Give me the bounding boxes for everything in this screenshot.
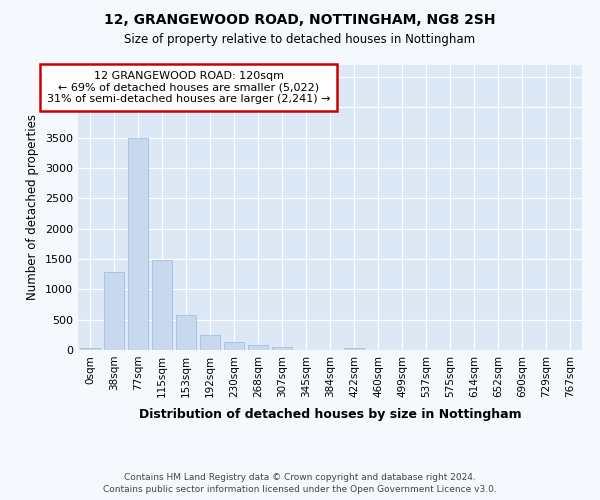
Bar xyxy=(224,342,244,350)
Bar xyxy=(200,334,220,350)
Text: 12, GRANGEWOOD ROAD, NOTTINGHAM, NG8 2SH: 12, GRANGEWOOD ROAD, NOTTINGHAM, NG8 2SH xyxy=(104,12,496,26)
Bar xyxy=(104,272,124,350)
Bar xyxy=(176,316,196,350)
Text: Contains HM Land Registry data © Crown copyright and database right 2024.: Contains HM Land Registry data © Crown c… xyxy=(124,472,476,482)
Bar xyxy=(80,348,100,350)
Text: Contains public sector information licensed under the Open Government Licence v3: Contains public sector information licen… xyxy=(103,485,497,494)
Bar xyxy=(272,348,292,350)
Bar xyxy=(152,260,172,350)
Text: Size of property relative to detached houses in Nottingham: Size of property relative to detached ho… xyxy=(124,32,476,46)
Bar xyxy=(128,138,148,350)
Bar xyxy=(248,346,268,350)
Text: 12 GRANGEWOOD ROAD: 120sqm
← 69% of detached houses are smaller (5,022)
31% of s: 12 GRANGEWOOD ROAD: 120sqm ← 69% of deta… xyxy=(47,70,331,104)
Bar xyxy=(344,348,364,350)
X-axis label: Distribution of detached houses by size in Nottingham: Distribution of detached houses by size … xyxy=(139,408,521,421)
Y-axis label: Number of detached properties: Number of detached properties xyxy=(26,114,40,300)
